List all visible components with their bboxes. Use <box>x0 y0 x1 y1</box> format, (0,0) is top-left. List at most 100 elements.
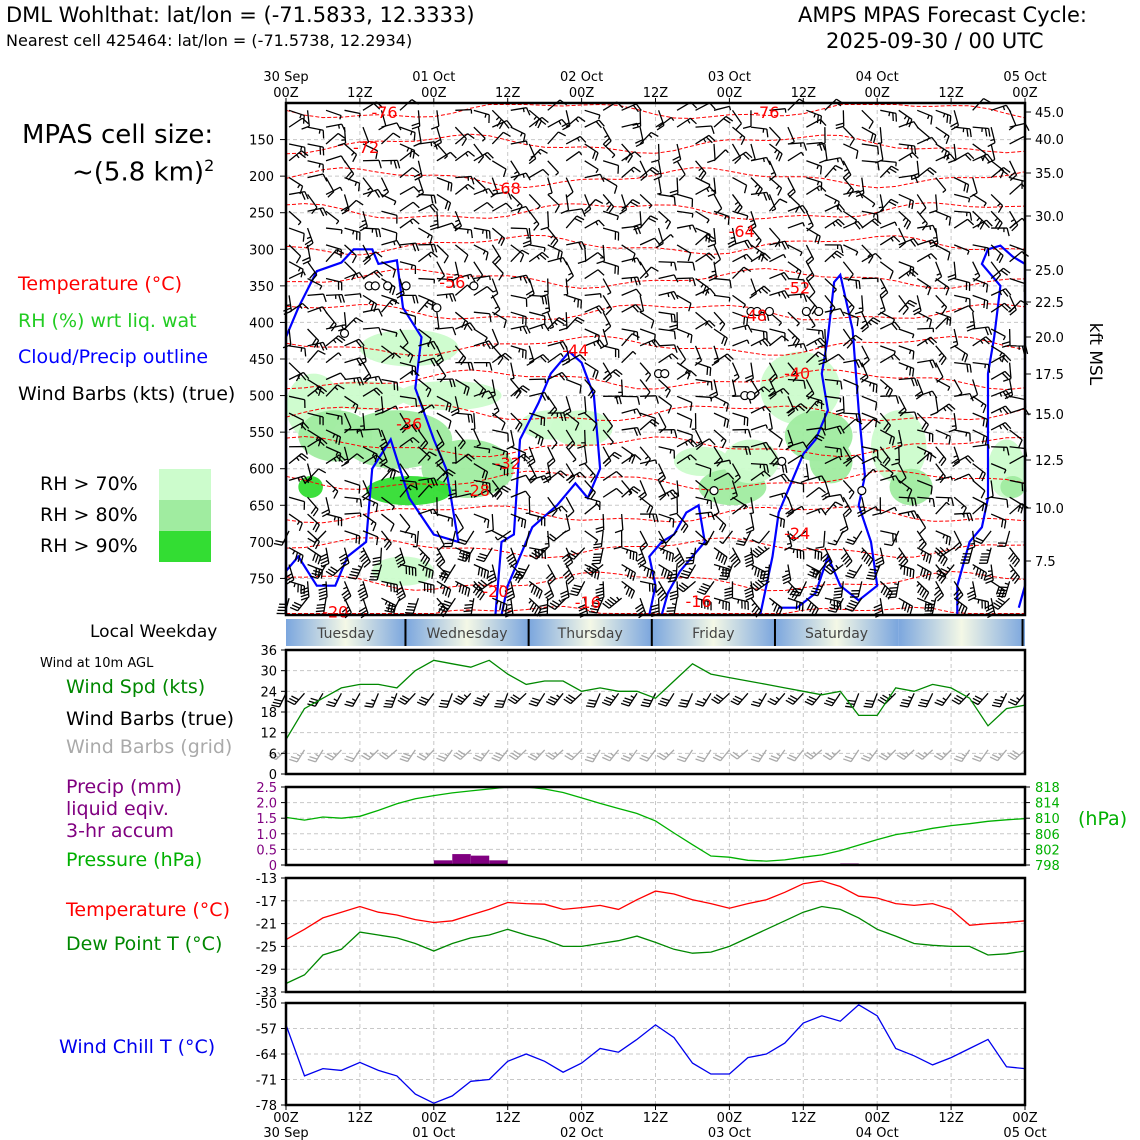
barb-feather <box>517 517 521 522</box>
barb-feather <box>502 168 507 178</box>
barb-feather <box>932 236 938 239</box>
barb-staff <box>935 177 947 191</box>
barb-staff <box>705 530 715 546</box>
wind-barb <box>729 547 741 568</box>
wind-barb <box>861 317 881 330</box>
barb-feather <box>317 349 326 355</box>
barb-feather <box>924 340 929 345</box>
barb-staff <box>325 372 341 381</box>
barb-staff <box>898 345 915 352</box>
wind-barb <box>344 512 362 518</box>
barb-feather <box>545 592 553 599</box>
wind-barb <box>713 547 728 565</box>
wind-barb <box>898 120 919 129</box>
barb-staff <box>621 303 636 313</box>
wind-barb <box>325 352 342 364</box>
wind-barb <box>732 496 747 510</box>
barb-staff <box>861 295 864 312</box>
barb-feather <box>393 241 396 246</box>
barb-feather <box>906 487 910 492</box>
wind-barb <box>954 512 974 522</box>
wind-barb <box>639 131 659 145</box>
barb-staff <box>686 564 697 579</box>
legend-temperature: Temperature (°C) <box>18 273 182 295</box>
wind-barb <box>861 143 880 155</box>
barb-feather <box>602 602 610 609</box>
barb-feather <box>803 343 808 352</box>
barb-feather <box>489 570 495 573</box>
barb-feather <box>300 590 309 595</box>
barb-feather <box>319 596 328 601</box>
barb-feather <box>396 240 402 248</box>
wind-barb <box>769 108 787 113</box>
wind-barb <box>658 513 675 528</box>
barb-feather <box>508 559 516 565</box>
wind-barb <box>658 480 667 501</box>
barb-feather <box>470 176 475 185</box>
barb-feather <box>640 544 648 552</box>
wind-barb <box>561 110 571 131</box>
barb-feather <box>1001 372 1009 380</box>
barb-feather <box>298 455 307 462</box>
wind-barb <box>307 386 328 397</box>
wind-barb <box>436 176 453 192</box>
barb-feather <box>415 242 420 252</box>
wind-barb <box>454 150 475 162</box>
barb-feather <box>493 407 498 411</box>
wind-barb <box>565 135 587 145</box>
barb-feather <box>855 360 860 369</box>
barb-staff <box>972 143 986 154</box>
barb-feather <box>999 425 1003 430</box>
barb-feather <box>982 338 990 345</box>
barb-feather <box>819 119 827 127</box>
wind-barb <box>969 177 978 198</box>
barb-feather <box>333 457 337 463</box>
barb-feather <box>836 601 841 605</box>
barb-staff <box>565 151 580 162</box>
wind-barb <box>613 530 623 550</box>
barb-staff <box>953 473 970 482</box>
barb-feather <box>943 407 947 412</box>
wind-barb <box>325 277 343 291</box>
barb-feather <box>360 555 368 563</box>
barb-feather <box>882 456 889 464</box>
barb-feather <box>648 217 657 223</box>
wind-barb <box>695 320 716 330</box>
barb-staff <box>695 378 712 383</box>
barb-staff <box>565 135 581 145</box>
barb-feather <box>998 255 1004 264</box>
barb-feather <box>656 124 665 131</box>
barb-feather <box>300 269 304 278</box>
barb-feather <box>390 603 394 613</box>
barb-feather <box>789 533 797 540</box>
barb-feather <box>872 317 881 323</box>
barb-staff <box>288 345 305 349</box>
wind-barb <box>713 328 728 346</box>
barb-staff <box>436 513 453 520</box>
barb-feather <box>951 425 956 427</box>
wind-barb <box>695 177 711 189</box>
barb-staff <box>713 412 729 421</box>
barb-feather <box>577 445 586 449</box>
barb-feather <box>304 348 307 357</box>
barb-feather <box>986 549 991 552</box>
barb-feather <box>882 587 888 596</box>
barb-feather <box>593 542 602 546</box>
barb-feather <box>597 252 605 259</box>
barb-feather <box>337 415 340 420</box>
barb-feather <box>889 587 898 589</box>
barb-feather <box>894 583 899 586</box>
barb-feather <box>504 607 513 612</box>
barb-feather <box>447 202 452 211</box>
barb-staff <box>756 580 770 592</box>
wind-barb <box>565 471 587 481</box>
barb-staff <box>824 308 841 313</box>
wind-barb <box>732 253 753 263</box>
barb-staff <box>362 269 377 280</box>
barb-staff <box>491 379 496 396</box>
barb-feather <box>671 603 677 606</box>
barb-feather <box>967 218 975 226</box>
barb-feather <box>614 529 624 534</box>
wind-barb <box>855 177 865 198</box>
wind-barb <box>657 177 662 195</box>
